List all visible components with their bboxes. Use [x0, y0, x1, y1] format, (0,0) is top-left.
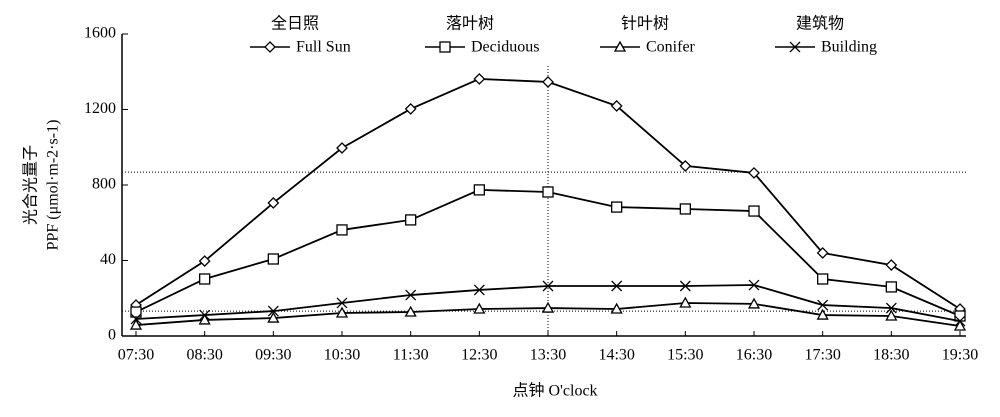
y-tick-label: 800: [92, 176, 116, 193]
x-tick-label: 12:30: [461, 347, 497, 364]
marker: [748, 167, 760, 179]
x-tick-label: 08:30: [186, 347, 222, 364]
legend-label-cn: 针叶树: [621, 14, 669, 33]
marker: [885, 281, 897, 293]
marker: [747, 297, 761, 309]
legend-label: Conifer: [646, 39, 696, 56]
marker: [267, 311, 280, 323]
legend-label: Full Sun: [296, 39, 351, 56]
marker: [816, 247, 829, 259]
marker: [679, 296, 692, 308]
marker: [789, 41, 801, 53]
legend-label-cn: 落叶树: [446, 14, 494, 33]
marker: [336, 224, 348, 236]
marker: [611, 280, 623, 292]
marker: [542, 76, 554, 88]
marker: [439, 41, 451, 53]
marker: [679, 280, 691, 292]
legend-label-cn: 建筑物: [796, 14, 844, 33]
marker: [885, 309, 898, 321]
y-axis-title: 光合光量子: [22, 145, 40, 225]
marker: [885, 259, 898, 271]
x-tick-label: 17:30: [804, 347, 840, 364]
marker: [264, 41, 276, 53]
marker: [336, 142, 348, 154]
marker: [404, 103, 417, 115]
marker: [473, 73, 486, 85]
x-tick-label: 19:30: [942, 347, 978, 364]
marker: [473, 284, 485, 296]
marker: [816, 308, 829, 320]
x-tick-label: 07:30: [118, 347, 154, 364]
marker: [336, 297, 348, 309]
marker: [335, 306, 349, 318]
marker: [404, 305, 417, 317]
marker: [611, 201, 623, 213]
marker: [817, 273, 829, 285]
x-tick-label: 13:30: [530, 347, 566, 364]
x-tick-label: 16:30: [736, 347, 772, 364]
marker: [542, 280, 554, 292]
marker: [130, 306, 142, 318]
x-tick-label: 09:30: [255, 347, 291, 364]
marker: [610, 99, 623, 112]
marker: [748, 205, 760, 217]
legend-label: Deciduous: [471, 39, 539, 56]
x-tick-label: 18:30: [873, 347, 909, 364]
marker: [267, 305, 279, 317]
marker: [817, 299, 829, 311]
marker: [541, 301, 555, 313]
x-tick-label: 10:30: [324, 347, 360, 364]
marker: [405, 214, 417, 226]
y-tick-label: 1200: [84, 100, 116, 117]
y-tick-label: 0: [108, 327, 116, 344]
marker: [199, 309, 211, 321]
marker: [954, 310, 966, 322]
marker: [679, 203, 691, 215]
marker: [130, 313, 142, 325]
y-tick-label: 1600: [84, 25, 116, 42]
legend-label: Building: [821, 39, 877, 56]
marker: [610, 302, 623, 314]
marker: [473, 184, 485, 196]
marker: [129, 318, 143, 330]
marker: [267, 197, 280, 209]
x-tick-label: 15:30: [667, 347, 703, 364]
x-tick-label: 11:30: [393, 347, 429, 364]
marker: [267, 253, 279, 265]
marker: [473, 302, 486, 314]
y-tick-label: 40: [100, 251, 116, 268]
marker: [748, 279, 760, 291]
legend-label-cn: 全日照: [271, 14, 319, 33]
marker: [679, 160, 692, 172]
y-axis-title: PPF (μmol·m-2·s-1): [45, 120, 62, 251]
marker: [198, 255, 211, 267]
marker: [199, 273, 211, 285]
x-axis-title: 点钟 O'clock: [512, 382, 597, 400]
x-tick-label: 14:30: [598, 347, 634, 364]
marker: [198, 313, 211, 325]
marker: [542, 186, 554, 198]
marker: [954, 315, 966, 327]
marker: [613, 40, 627, 52]
marker: [953, 319, 967, 331]
marker: [405, 289, 417, 301]
marker: [885, 302, 897, 314]
